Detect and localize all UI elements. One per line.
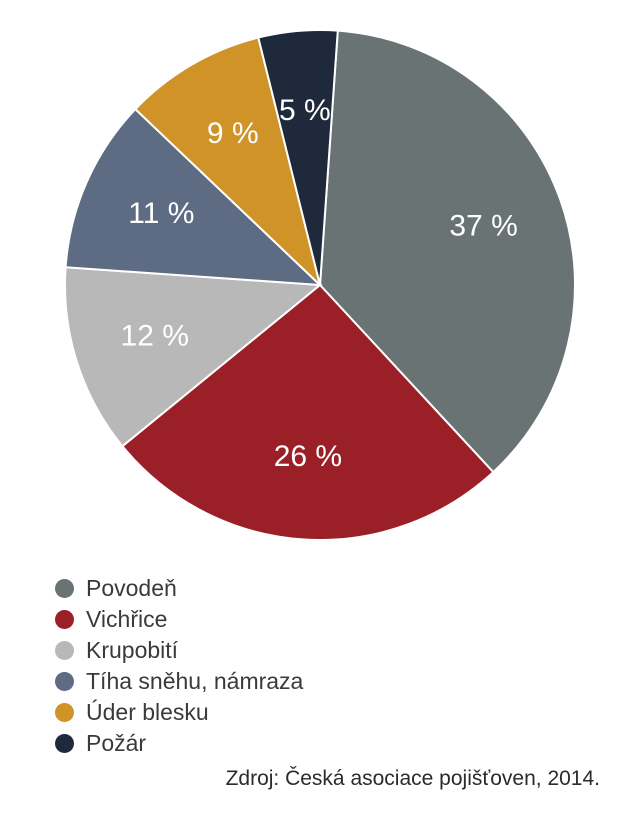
pie-slice-label: 37 %	[449, 209, 517, 242]
legend-label: Krupobití	[86, 637, 178, 664]
legend-label: Vichřice	[86, 606, 167, 633]
legend-item: Tíha sněhu, námraza	[55, 668, 303, 695]
pie-slice-label: 26 %	[274, 440, 342, 473]
pie-slice-label: 5 %	[279, 94, 331, 127]
pie-slice-label: 9 %	[207, 117, 259, 150]
legend-item: Povodeň	[55, 575, 303, 602]
legend-swatch	[55, 672, 74, 691]
pie-slice-label: 11 %	[128, 197, 194, 230]
legend-item: Vichřice	[55, 606, 303, 633]
legend-swatch	[55, 579, 74, 598]
source-text: Zdroj: Česká asociace pojišťoven, 2014.	[226, 767, 600, 791]
legend-item: Úder blesku	[55, 699, 303, 726]
chart-container: 37 % 26 % 12 % 11 % 9 % 5 % Povodeň Vichřice Kr…	[0, 0, 640, 819]
legend-swatch	[55, 703, 74, 722]
legend-item: Požár	[55, 730, 303, 757]
legend-item: Krupobití	[55, 637, 303, 664]
legend-label: Úder blesku	[86, 699, 209, 726]
legend: Povodeň Vichřice Krupobití Tíha sněhu, námr…	[55, 575, 303, 761]
pie-slice-label: 12 %	[121, 319, 189, 352]
legend-label: Požár	[86, 730, 146, 757]
legend-swatch	[55, 610, 74, 629]
legend-swatch	[55, 641, 74, 660]
legend-swatch	[55, 734, 74, 753]
legend-label: Povodeň	[86, 575, 177, 602]
legend-label: Tíha sněhu, námraza	[86, 668, 303, 695]
pie-chart: 37 % 26 % 12 % 11 % 9 % 5 %	[50, 15, 590, 555]
